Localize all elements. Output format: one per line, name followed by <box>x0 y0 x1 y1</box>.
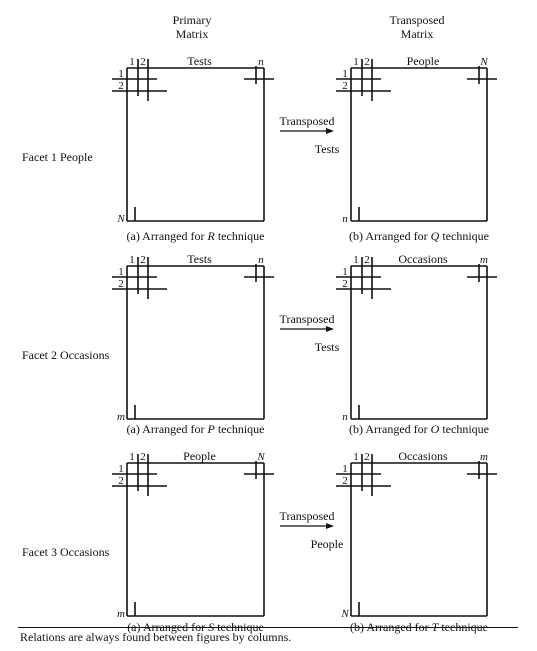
transposed-row-index-1: 1 <box>342 266 348 278</box>
primary-corner-top-label: n <box>258 56 264 68</box>
transposed-header-line2: Matrix <box>401 27 434 41</box>
primary-row-index-1: 1 <box>118 463 124 475</box>
primary-row-index-2: 2 <box>118 80 124 92</box>
primary-row-index-1: 1 <box>118 68 124 80</box>
primary-top-label: People <box>183 449 216 463</box>
facet-label: Facet 2 Occasions <box>22 348 110 362</box>
transposed-caption-prefix: (b) Arranged for <box>349 422 431 436</box>
transposed-side-label: People <box>311 537 344 551</box>
transposed-header-line1: Transposed <box>390 13 445 27</box>
transposed-col-index-1: 1 <box>353 254 359 266</box>
transposed-corner-top-label: m <box>480 451 488 463</box>
transposed-side-label: Tests <box>315 340 340 354</box>
transposed-top-label: Occasions <box>398 449 448 463</box>
primary-corner-bottom-label: N <box>116 213 125 225</box>
transposed-caption: (b) Arranged for O technique <box>349 422 489 436</box>
transposed-corner-bottom-label: n <box>342 213 348 225</box>
primary-col-index-2: 2 <box>140 451 146 463</box>
transposed-top-label: Occasions <box>398 252 448 266</box>
primary-caption: (a) Arranged for P technique <box>127 422 265 436</box>
primary-caption-suffix: technique <box>215 422 265 436</box>
transposed-caption-suffix: technique <box>439 422 489 436</box>
primary-header-line2: Matrix <box>176 27 209 41</box>
transposed-corner-bottom-label: N <box>340 608 349 620</box>
facet-label: Facet 1 People <box>22 150 93 164</box>
transpose-arrow-head <box>326 128 334 134</box>
transposed-corner-bottom-label: n <box>342 411 348 423</box>
primary-caption-prefix: (a) Arranged for <box>127 422 208 436</box>
primary-corner-top-label: N <box>256 451 265 463</box>
primary-caption-prefix: (a) Arranged for <box>127 229 208 243</box>
transposed-caption-prefix: (b) Arranged for <box>349 229 431 243</box>
transposed-col-index-2: 2 <box>364 56 370 68</box>
primary-col-index-2: 2 <box>140 56 146 68</box>
primary-header-line1: Primary <box>173 13 212 27</box>
transposed-col-index-1: 1 <box>353 56 359 68</box>
arrow-label: Transposed <box>280 114 335 128</box>
transposed-col-index-1: 1 <box>353 451 359 463</box>
transposed-top-label: People <box>407 54 440 68</box>
transposed-corner-top-label: N <box>479 56 488 68</box>
primary-col-index-2: 2 <box>140 254 146 266</box>
transposed-caption-suffix: technique <box>439 229 489 243</box>
primary-caption: (a) Arranged for R technique <box>127 229 265 243</box>
primary-caption-letter: R <box>206 229 215 243</box>
primary-corner-bottom-label: m <box>117 608 125 620</box>
primary-row-index-1: 1 <box>118 266 124 278</box>
transposed-row-index-2: 2 <box>342 278 348 290</box>
transpose-arrow-head <box>326 326 334 332</box>
primary-row-index-2: 2 <box>118 278 124 290</box>
transposed-caption: (b) Arranged for Q technique <box>349 229 489 243</box>
transpose-arrow-head <box>326 523 334 529</box>
primary-caption-suffix: technique <box>215 229 265 243</box>
primary-col-index-1: 1 <box>129 451 135 463</box>
transposed-col-index-2: 2 <box>364 451 370 463</box>
transposed-side-label: Tests <box>315 142 340 156</box>
primary-corner-bottom-label: m <box>117 411 125 423</box>
transposed-col-index-2: 2 <box>364 254 370 266</box>
primary-caption-letter: P <box>206 422 215 436</box>
primary-corner-top-label: n <box>258 254 264 266</box>
transposed-row-index-2: 2 <box>342 80 348 92</box>
transposed-row-index-1: 1 <box>342 463 348 475</box>
transposed-caption-letter: Q <box>431 229 440 243</box>
arrow-label: Transposed <box>280 509 335 523</box>
footnote-rule <box>18 627 518 628</box>
transposed-row-index-1: 1 <box>342 68 348 80</box>
footnote: Relations are always found between figur… <box>20 630 292 644</box>
primary-col-index-1: 1 <box>129 254 135 266</box>
arrow-label: Transposed <box>280 312 335 326</box>
primary-top-label: Tests <box>187 54 212 68</box>
primary-col-index-1: 1 <box>129 56 135 68</box>
transposed-corner-top-label: m <box>480 254 488 266</box>
primary-row-index-2: 2 <box>118 475 124 487</box>
facet-label: Facet 3 Occasions <box>22 545 110 559</box>
primary-top-label: Tests <box>187 252 212 266</box>
transposed-caption-letter: O <box>431 422 440 436</box>
transposed-row-index-2: 2 <box>342 475 348 487</box>
